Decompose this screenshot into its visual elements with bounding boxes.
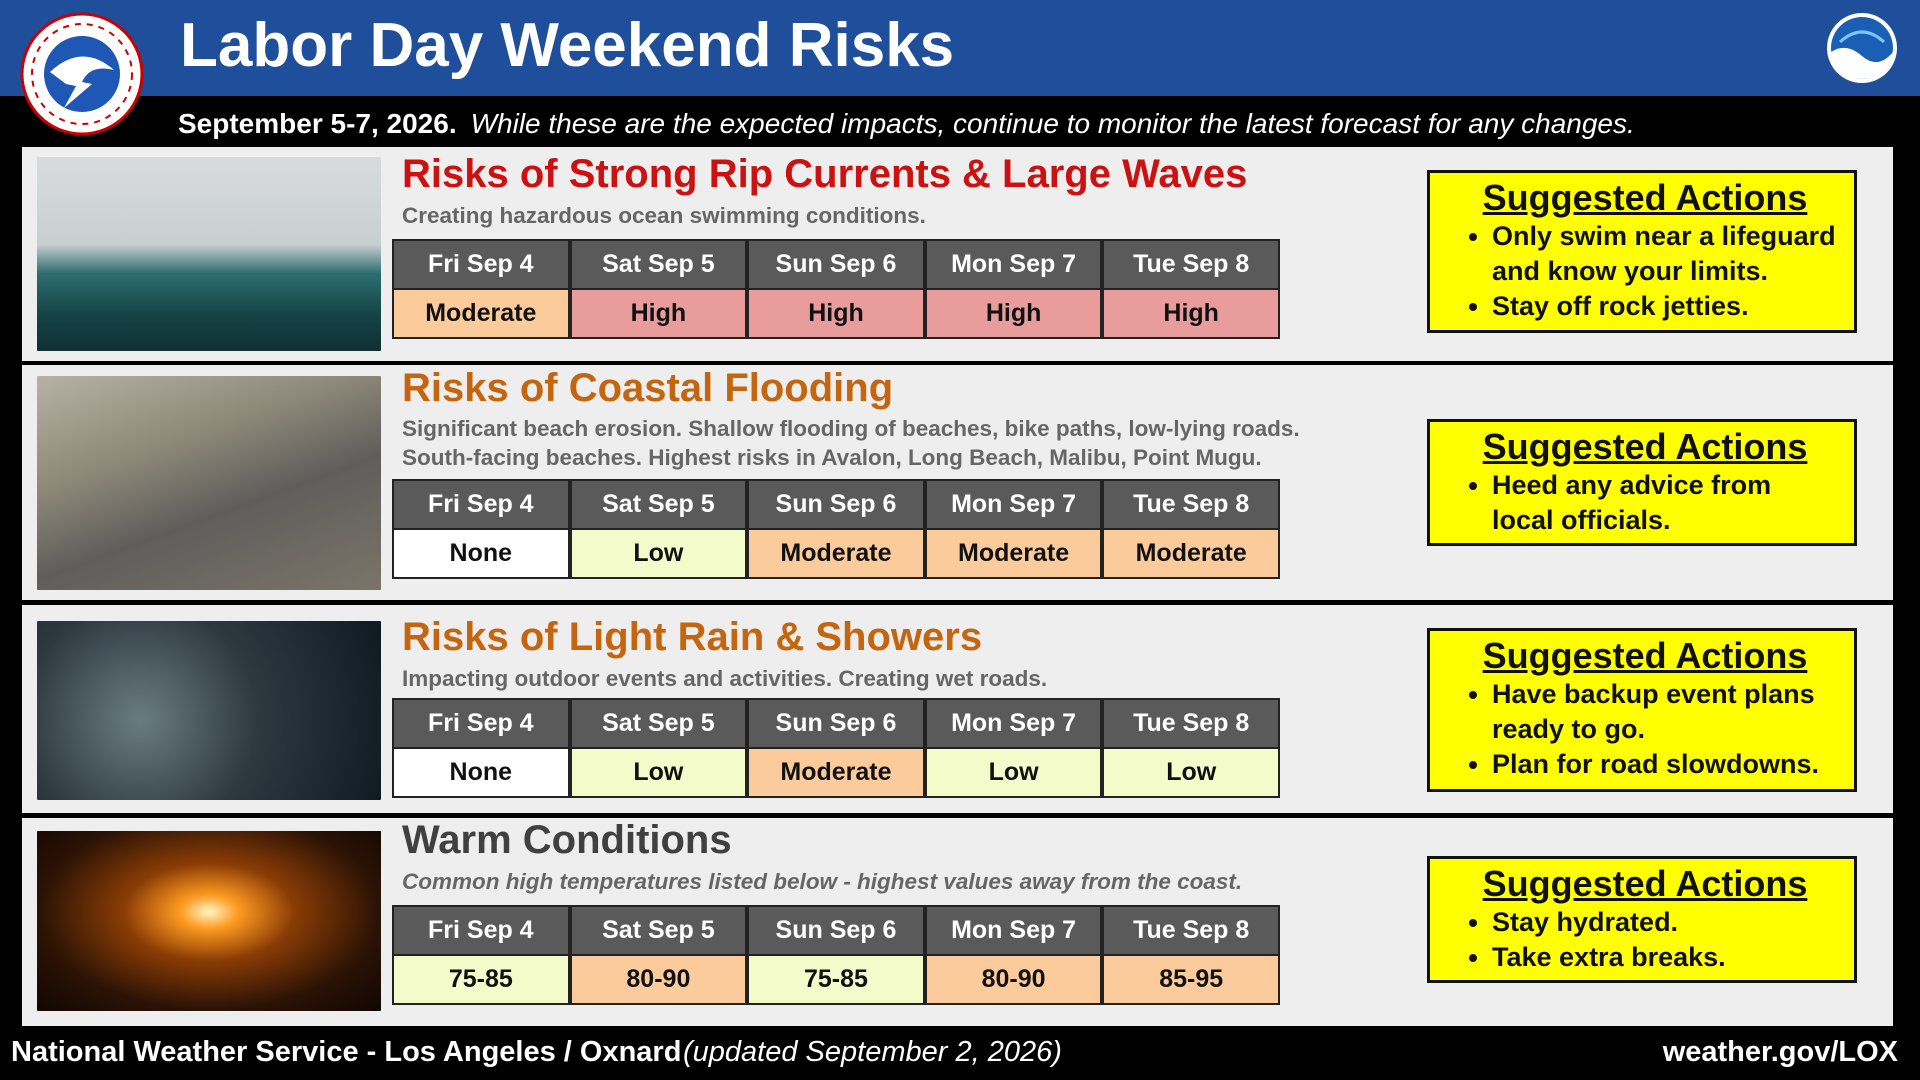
action-item: Take extra breaks. xyxy=(1492,940,1840,975)
description-line: Significant beach erosion. Shallow flood… xyxy=(402,415,1300,441)
day-header: Fri Sep 4 xyxy=(392,478,570,530)
actions-title: Suggested Actions xyxy=(1482,635,1808,677)
day-header: Sat Sep 5 xyxy=(569,697,748,749)
actions-title: Suggested Actions xyxy=(1482,177,1808,219)
day-header: Sun Sep 6 xyxy=(747,238,925,290)
risk-cell: Moderate xyxy=(392,287,570,339)
risk-cell: 75-85 xyxy=(392,953,570,1005)
actions-list: Heed any advice from local officials. xyxy=(1450,468,1840,538)
risk-cell: 75-85 xyxy=(747,953,925,1005)
day-header: Sat Sep 5 xyxy=(569,238,748,290)
title: Labor Day Weekend Risks xyxy=(180,11,955,80)
nws-logo xyxy=(20,12,144,136)
risk-cell: 80-90 xyxy=(924,953,1103,1005)
risk-cell: 85-95 xyxy=(1102,953,1280,1005)
actions-list: Only swim near a lifeguard and know your… xyxy=(1450,219,1840,324)
description-line: Impacting outdoor events and activities.… xyxy=(402,665,1048,691)
risk-cell: Low xyxy=(569,527,748,579)
day-header: Fri Sep 4 xyxy=(392,238,570,290)
footer-url: weather.gov/LOX xyxy=(1662,1036,1898,1068)
actions-title: Suggested Actions xyxy=(1482,862,1808,904)
action-item: Heed any advice from local officials. xyxy=(1492,468,1840,538)
day-header: Sat Sep 5 xyxy=(569,904,748,956)
risk-cell: High xyxy=(924,287,1103,339)
section-title: Risks of Coastal Flooding xyxy=(402,366,894,411)
description-line: Creating hazardous ocean swimming condit… xyxy=(402,202,926,228)
day-header: Sun Sep 6 xyxy=(747,478,925,530)
day-header: Mon Sep 7 xyxy=(924,697,1103,749)
description-line: Common high temperatures listed below - … xyxy=(402,868,1243,894)
photo xyxy=(37,156,381,352)
risk-cell: High xyxy=(1102,287,1280,339)
action-item: Have backup event plans ready to go. xyxy=(1492,677,1840,747)
actions-box: Suggested ActionsOnly swim near a lifegu… xyxy=(1427,170,1857,334)
footer-office: National Weather Service - Los Angeles /… xyxy=(11,1036,682,1068)
day-header: Sun Sep 6 xyxy=(747,904,925,956)
photo xyxy=(37,375,381,591)
subtitle: September 5-7, 2026. While these are the … xyxy=(178,108,1635,140)
footer-updated: (updated September 2, 2026) xyxy=(683,1036,1062,1068)
day-header: Tue Sep 8 xyxy=(1102,697,1280,749)
risk-cell: High xyxy=(747,287,925,339)
actions-box: Suggested ActionsHeed any advice from lo… xyxy=(1427,418,1857,547)
day-header: Tue Sep 8 xyxy=(1102,238,1280,290)
risk-cell: Moderate xyxy=(1102,527,1280,579)
description-line: South-facing beaches. Highest risks in A… xyxy=(402,444,1262,470)
risk-cell: Low xyxy=(924,746,1103,798)
day-header: Fri Sep 4 xyxy=(392,697,570,749)
actions-list: Stay hydrated.Take extra breaks. xyxy=(1450,905,1840,975)
date: September 5-7, 2026. xyxy=(178,108,457,139)
risk-cell: High xyxy=(569,287,748,339)
day-header: Tue Sep 8 xyxy=(1102,904,1280,956)
risk-cell: None xyxy=(392,527,570,579)
section-title: Risks of Light Rain & Showers xyxy=(402,614,983,659)
day-header: Tue Sep 8 xyxy=(1102,478,1280,530)
header-bar xyxy=(0,0,1920,96)
risk-cell: Low xyxy=(1102,746,1280,798)
section-title: Risks of Strong Rip Currents & Large Wav… xyxy=(402,151,1248,196)
section-description: Creating hazardous ocean swimming condit… xyxy=(402,201,926,230)
note: While these are the expected impacts, co… xyxy=(470,108,1635,139)
section-description: Common high temperatures listed below - … xyxy=(402,867,1242,896)
risk-cell: Moderate xyxy=(924,527,1103,579)
day-header: Sun Sep 6 xyxy=(747,697,925,749)
noaa-logo xyxy=(1827,13,1897,83)
day-header: Mon Sep 7 xyxy=(924,904,1103,956)
section-description: Significant beach erosion. Shallow flood… xyxy=(402,414,1300,472)
actions-box: Suggested ActionsHave backup event plans… xyxy=(1427,628,1857,793)
photo xyxy=(37,831,381,1012)
actions-list: Have backup event plans ready to go.Plan… xyxy=(1450,677,1840,782)
risk-cell: Low xyxy=(569,746,748,798)
photo xyxy=(37,620,381,800)
action-item: Plan for road slowdowns. xyxy=(1492,747,1840,782)
risk-cell: 80-90 xyxy=(569,953,748,1005)
day-header: Fri Sep 4 xyxy=(392,904,570,956)
action-item: Stay off rock jetties. xyxy=(1492,289,1840,324)
actions-box: Suggested ActionsStay hydrated.Take extr… xyxy=(1427,855,1857,984)
action-item: Only swim near a lifeguard and know your… xyxy=(1492,219,1840,289)
risk-cell: None xyxy=(392,746,570,798)
action-item: Stay hydrated. xyxy=(1492,905,1840,940)
risk-cell: Moderate xyxy=(747,527,925,579)
actions-title: Suggested Actions xyxy=(1482,425,1808,467)
day-header: Mon Sep 7 xyxy=(924,478,1103,530)
day-header: Sat Sep 5 xyxy=(569,478,748,530)
section-description: Impacting outdoor events and activities.… xyxy=(402,664,1047,693)
risk-cell: Moderate xyxy=(747,746,925,798)
section-title: Warm Conditions xyxy=(402,817,732,862)
day-header: Mon Sep 7 xyxy=(924,238,1103,290)
